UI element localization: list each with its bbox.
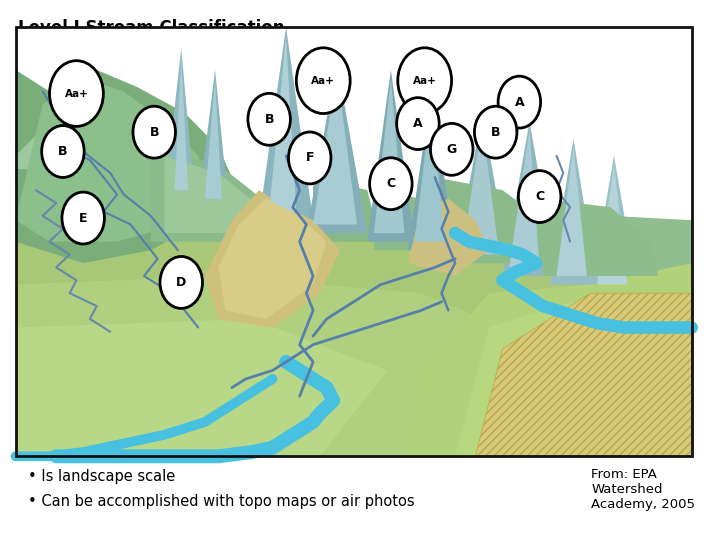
Polygon shape: [455, 293, 692, 456]
Polygon shape: [16, 100, 164, 173]
Text: B: B: [58, 145, 68, 158]
Polygon shape: [509, 130, 539, 267]
Ellipse shape: [431, 124, 473, 176]
Polygon shape: [590, 156, 638, 293]
Polygon shape: [205, 78, 222, 199]
Text: Level I Stream Classification: Level I Stream Classification: [18, 19, 284, 37]
Text: C: C: [387, 177, 395, 190]
Polygon shape: [597, 164, 628, 285]
Ellipse shape: [369, 158, 412, 210]
Ellipse shape: [42, 125, 84, 178]
Polygon shape: [16, 27, 692, 147]
Polygon shape: [16, 220, 692, 456]
Text: G: G: [446, 143, 457, 156]
Ellipse shape: [50, 60, 104, 126]
Ellipse shape: [474, 106, 517, 158]
Text: Aa+: Aa+: [65, 89, 89, 98]
Ellipse shape: [498, 76, 541, 128]
Polygon shape: [557, 147, 587, 276]
Ellipse shape: [518, 171, 561, 222]
Polygon shape: [306, 62, 367, 233]
Ellipse shape: [289, 132, 331, 184]
Polygon shape: [16, 319, 387, 456]
Polygon shape: [543, 199, 658, 276]
Text: Aa+: Aa+: [413, 76, 436, 86]
Text: D: D: [176, 276, 186, 289]
Polygon shape: [174, 57, 188, 190]
Polygon shape: [16, 27, 692, 456]
Text: • Is landscape scale: • Is landscape scale: [28, 469, 176, 484]
Polygon shape: [198, 70, 228, 207]
Polygon shape: [164, 49, 195, 199]
Polygon shape: [16, 91, 184, 177]
Polygon shape: [408, 199, 489, 276]
Text: A: A: [515, 96, 524, 109]
Polygon shape: [164, 156, 273, 233]
Text: A: A: [413, 117, 423, 130]
Polygon shape: [150, 147, 286, 241]
Text: Aa+: Aa+: [311, 76, 336, 86]
Ellipse shape: [160, 256, 202, 308]
Text: C: C: [535, 190, 544, 203]
Polygon shape: [313, 70, 357, 225]
Polygon shape: [455, 113, 509, 263]
Polygon shape: [408, 91, 455, 250]
Polygon shape: [313, 177, 381, 241]
Polygon shape: [415, 100, 445, 241]
Ellipse shape: [133, 106, 176, 158]
Text: • Can be accomplished with topo maps or air photos: • Can be accomplished with topo maps or …: [28, 494, 415, 509]
Polygon shape: [475, 293, 692, 456]
Ellipse shape: [297, 48, 350, 113]
Polygon shape: [503, 122, 557, 276]
Polygon shape: [611, 216, 692, 293]
Text: From: EPA
Watershed
Academy, 2005: From: EPA Watershed Academy, 2005: [591, 468, 696, 511]
Polygon shape: [16, 276, 557, 456]
Text: F: F: [305, 151, 314, 165]
Polygon shape: [16, 70, 232, 263]
Polygon shape: [408, 263, 692, 456]
Text: B: B: [150, 126, 159, 139]
Text: E: E: [79, 212, 87, 225]
Polygon shape: [374, 190, 435, 250]
Polygon shape: [16, 78, 205, 241]
Ellipse shape: [397, 98, 439, 150]
Polygon shape: [550, 139, 597, 285]
Polygon shape: [269, 36, 296, 212]
Text: B: B: [491, 126, 500, 139]
Ellipse shape: [248, 93, 290, 145]
Text: B: B: [264, 113, 274, 126]
Polygon shape: [462, 122, 499, 254]
Polygon shape: [367, 70, 415, 241]
Ellipse shape: [397, 48, 451, 113]
Polygon shape: [259, 27, 313, 220]
Polygon shape: [374, 78, 405, 233]
Polygon shape: [205, 190, 340, 327]
Polygon shape: [218, 199, 327, 319]
Polygon shape: [435, 177, 557, 263]
Ellipse shape: [62, 192, 104, 244]
